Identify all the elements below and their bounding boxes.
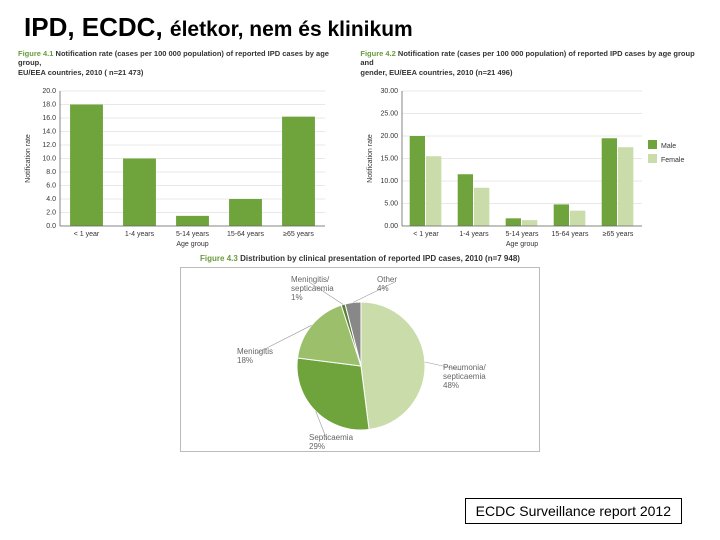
svg-text:5-14 years: 5-14 years [176, 231, 210, 238]
svg-text:8.0: 8.0 [46, 169, 56, 176]
svg-text:18.0: 18.0 [42, 102, 56, 109]
svg-text:6.0: 6.0 [46, 183, 56, 190]
svg-text:10.00: 10.00 [381, 178, 399, 185]
svg-text:15-64 years: 15-64 years [227, 231, 264, 238]
pie-slice-label: Meningitis/septicaemia1% [291, 276, 334, 302]
chart2-fignum: Figure 4.2 [360, 49, 395, 58]
top-charts-row: Figure 4.1 Notification rate (cases per … [0, 43, 720, 250]
svg-text:≥65 years: ≥65 years [283, 231, 314, 238]
chart1-fignum: Figure 4.1 [18, 49, 53, 58]
title-sub: életkor, nem és klinikum [170, 18, 413, 41]
pie-slice-label: Septicaemia29% [309, 434, 353, 452]
pie-slice-label: Other4% [377, 276, 397, 294]
chart2-figsub: gender, EU/EEA countries, 2010 (n=21 496… [360, 68, 512, 77]
svg-text:12.0: 12.0 [42, 142, 56, 149]
pie-slice-label: Meningitis18% [237, 348, 273, 366]
svg-text:30.00: 30.00 [381, 88, 399, 95]
svg-text:15-64 years: 15-64 years [552, 231, 589, 238]
title-main: IPD, ECDC, [24, 12, 163, 42]
slide-title: IPD, ECDC, életkor, nem és klinikum [0, 0, 720, 43]
chart3-fignum: Figure 4.3 [200, 254, 238, 263]
footer-citation: ECDC Surveillance report 2012 [465, 498, 682, 524]
svg-text:0.0: 0.0 [46, 223, 56, 230]
chart2-caption: Figure 4.2 Notification rate (cases per … [360, 49, 708, 77]
chart1-caption: Figure 4.1 Notification rate (cases per … [18, 49, 352, 77]
svg-text:2.0: 2.0 [46, 210, 56, 217]
svg-text:0.00: 0.00 [385, 223, 399, 230]
svg-text:20.00: 20.00 [381, 133, 399, 140]
svg-text:5.00: 5.00 [385, 201, 399, 208]
svg-text:15.00: 15.00 [381, 156, 399, 163]
svg-text:< 1 year: < 1 year [414, 231, 440, 238]
svg-text:Age group: Age group [506, 241, 538, 248]
chart2-figtitle: Notification rate (cases per 100 000 pop… [360, 49, 694, 67]
chart2-block: Figure 4.2 Notification rate (cases per … [360, 49, 708, 250]
chart1-block: Figure 4.1 Notification rate (cases per … [18, 49, 352, 250]
chart3-area: Pneumonia/septicaemia48% Septicaemia29% Me… [180, 267, 540, 452]
pie-slice-label: Pneumonia/septicaemia48% [443, 364, 486, 390]
svg-text:Male: Male [661, 143, 676, 150]
svg-text:1-4 years: 1-4 years [125, 231, 155, 238]
svg-text:14.0: 14.0 [42, 129, 56, 136]
chart3-caption: Figure 4.3 Distribution by clinical pres… [180, 254, 540, 264]
chart1-figsub: EU/EEA countries, 2010 ( n=21 473) [18, 68, 143, 77]
svg-text:Age group: Age group [176, 241, 208, 248]
svg-text:5-14 years: 5-14 years [506, 231, 540, 238]
chart3-svg [181, 268, 541, 453]
chart2-svg: 0.00 5.00 10.00 15.00 20.00 25.00 30.00 < 1 yea… [360, 80, 700, 250]
chart3-figtitle: Distribution by clinical presentation of… [240, 254, 520, 263]
svg-text:25.00: 25.00 [381, 111, 399, 118]
chart1-svg: 0.0 2.0 4.0 6.0 8.0 10.0 12.0 14.0 16.0 18.0 20.0 <… [18, 80, 338, 250]
pie-row: Figure 4.3 Distribution by clinical pres… [0, 254, 720, 452]
svg-text:Notification rate: Notification rate [367, 134, 374, 183]
svg-text:Notification rate: Notification rate [25, 134, 32, 183]
svg-text:1-4 years: 1-4 years [460, 231, 490, 238]
chart3-block: Figure 4.3 Distribution by clinical pres… [180, 254, 540, 452]
svg-text:≥65 years: ≥65 years [603, 231, 634, 238]
svg-text:Female: Female [661, 157, 684, 164]
svg-text:10.0: 10.0 [42, 156, 56, 163]
svg-text:< 1 year: < 1 year [74, 231, 100, 238]
svg-text:20.0: 20.0 [42, 88, 56, 95]
svg-text:16.0: 16.0 [42, 115, 56, 122]
chart1-figtitle: Notification rate (cases per 100 000 pop… [18, 49, 329, 67]
svg-text:4.0: 4.0 [46, 196, 56, 203]
